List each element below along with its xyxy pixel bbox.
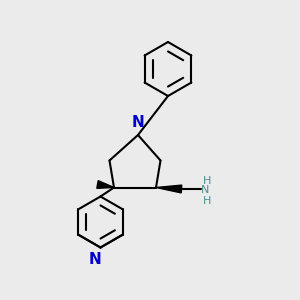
Polygon shape [156,185,182,193]
Text: H: H [202,196,211,206]
Text: N: N [88,252,101,267]
Text: N: N [132,116,144,130]
Text: N: N [200,185,209,195]
Text: H: H [202,176,211,186]
Polygon shape [97,181,114,188]
